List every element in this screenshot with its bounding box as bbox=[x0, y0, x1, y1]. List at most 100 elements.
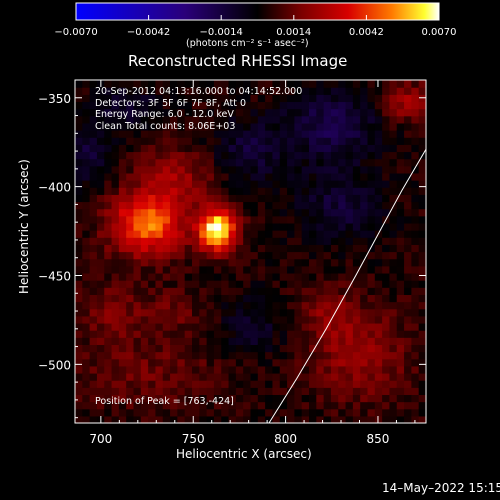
heatmap-cell bbox=[309, 294, 317, 303]
heatmap-cell bbox=[221, 80, 230, 88]
x-tick-label: 750 bbox=[182, 432, 205, 446]
heatmap-cell bbox=[118, 172, 127, 181]
heatmap-cell bbox=[111, 258, 120, 267]
heatmap-cell bbox=[272, 415, 281, 423]
heatmap-cell bbox=[294, 351, 303, 360]
heatmap-cell bbox=[162, 280, 171, 288]
heatmap-cell bbox=[213, 215, 222, 224]
heatmap-cell bbox=[287, 315, 295, 324]
heatmap-cell bbox=[140, 394, 149, 403]
heatmap-cell bbox=[279, 158, 288, 167]
heatmap-cell bbox=[118, 265, 127, 274]
heatmap-cell bbox=[404, 222, 412, 231]
heatmap-cell bbox=[257, 358, 266, 367]
heatmap-cell bbox=[250, 322, 259, 331]
heatmap-cell bbox=[338, 315, 347, 324]
heatmap-cell bbox=[389, 222, 398, 231]
heatmap-cell bbox=[330, 151, 339, 160]
heatmap-cell bbox=[111, 244, 120, 253]
heatmap-cell bbox=[294, 172, 303, 181]
heatmap-cell bbox=[396, 294, 405, 303]
heatmap-cell bbox=[133, 94, 142, 103]
heatmap-cell bbox=[265, 351, 274, 360]
heatmap-cell bbox=[418, 237, 426, 245]
heatmap-cell bbox=[96, 101, 105, 110]
heatmap-cell bbox=[133, 172, 142, 181]
heatmap-cell bbox=[228, 330, 237, 338]
heatmap-cell bbox=[170, 115, 178, 124]
heatmap-cell bbox=[360, 308, 369, 317]
heatmap-cell bbox=[345, 165, 354, 174]
heatmap-cell bbox=[104, 308, 113, 317]
heatmap-cell bbox=[360, 380, 369, 388]
heatmap-cell bbox=[96, 151, 105, 160]
heatmap-cell bbox=[89, 394, 98, 403]
heatmap-cell bbox=[155, 122, 164, 131]
heatmap-cell bbox=[301, 172, 310, 181]
heatmap-cell bbox=[228, 258, 237, 267]
heatmap-cell bbox=[82, 337, 91, 345]
heatmap-cell bbox=[265, 330, 274, 338]
heatmap-cell bbox=[213, 130, 222, 138]
heatmap-cell bbox=[82, 351, 91, 360]
heatmap-cell bbox=[221, 308, 230, 317]
heatmap-cell bbox=[243, 237, 252, 245]
heatmap-cell bbox=[155, 365, 164, 374]
heatmap-cell bbox=[235, 115, 244, 124]
heatmap-cell bbox=[272, 372, 281, 381]
heatmap-cell bbox=[192, 180, 200, 188]
heatmap-cell bbox=[272, 322, 281, 331]
heatmap-cell bbox=[155, 101, 164, 110]
heatmap-cell bbox=[265, 80, 274, 88]
heatmap-cell bbox=[162, 387, 171, 396]
heatmap-cell bbox=[96, 408, 105, 417]
heatmap-cell bbox=[111, 301, 120, 310]
heatmap-cell bbox=[155, 137, 164, 145]
heatmap-cell bbox=[404, 337, 412, 345]
heatmap-cell bbox=[104, 80, 113, 88]
heatmap-cell bbox=[367, 94, 376, 103]
heatmap-cell bbox=[177, 358, 186, 367]
heatmap-cell bbox=[250, 287, 259, 295]
heatmap-cell bbox=[213, 287, 222, 295]
heatmap-cell bbox=[367, 108, 376, 117]
heatmap-cell bbox=[235, 87, 244, 95]
heatmap-cell bbox=[206, 144, 215, 153]
heatmap-cell bbox=[404, 351, 412, 360]
heatmap-cell bbox=[352, 387, 361, 396]
heatmap-cell bbox=[96, 172, 105, 181]
heatmap-cell bbox=[250, 151, 259, 160]
heatmap-cell bbox=[279, 108, 288, 117]
heatmap-image bbox=[75, 80, 426, 423]
heatmap-cell bbox=[316, 287, 325, 295]
heatmap-cell bbox=[184, 287, 193, 295]
heatmap-cell bbox=[111, 401, 120, 410]
heatmap-cell bbox=[257, 208, 266, 217]
heatmap-cell bbox=[330, 144, 339, 153]
heatmap-cell bbox=[199, 330, 208, 338]
heatmap-cell bbox=[360, 222, 369, 231]
heatmap-cell bbox=[199, 215, 208, 224]
heatmap-cell bbox=[404, 394, 412, 403]
heatmap-cell bbox=[323, 394, 332, 403]
heatmap-cell bbox=[206, 337, 215, 345]
heatmap-cell bbox=[96, 115, 105, 124]
heatmap-cell bbox=[96, 87, 105, 95]
heatmap-cell bbox=[301, 301, 310, 310]
heatmap-cell bbox=[265, 387, 274, 396]
heatmap-cell bbox=[75, 337, 83, 345]
heatmap-cell bbox=[360, 287, 369, 295]
heatmap-cell bbox=[75, 380, 83, 388]
heatmap-cell bbox=[323, 287, 332, 295]
heatmap-cell bbox=[177, 87, 186, 95]
heatmap-cell bbox=[155, 387, 164, 396]
heatmap-cell bbox=[75, 215, 83, 224]
heatmap-cell bbox=[301, 137, 310, 145]
heatmap-cell bbox=[294, 287, 303, 295]
heatmap-cell bbox=[389, 230, 398, 238]
heatmap-cell bbox=[126, 165, 135, 174]
colorbar bbox=[75, 2, 440, 21]
heatmap-cell bbox=[345, 394, 354, 403]
heatmap-cell bbox=[133, 294, 142, 303]
heatmap-cell bbox=[206, 137, 215, 145]
